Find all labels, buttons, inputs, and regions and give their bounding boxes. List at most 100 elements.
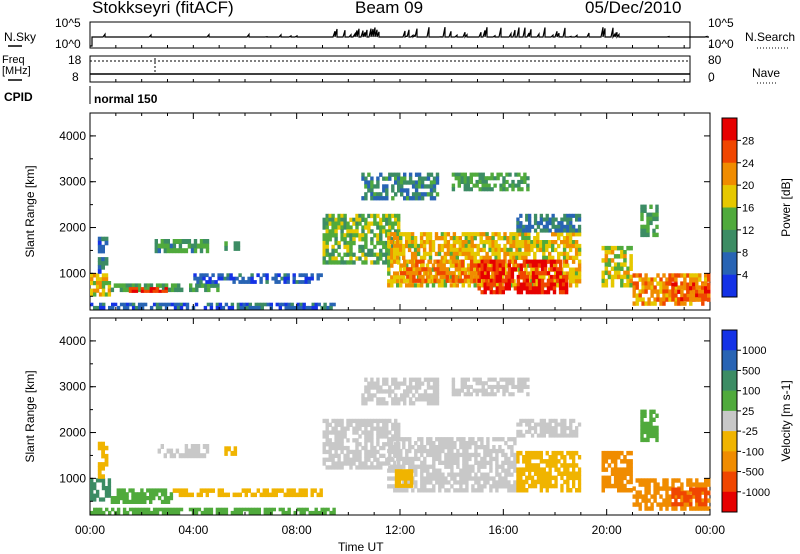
velocity-cell [233, 450, 238, 456]
power-cell [623, 283, 627, 288]
velocity-cell [322, 445, 326, 451]
velocity-cell [429, 437, 433, 442]
power-cell [671, 277, 675, 282]
velocity-cell [432, 448, 436, 454]
velocity-cell [519, 467, 523, 472]
velocity-cell [223, 492, 227, 498]
power-cell [525, 224, 529, 229]
power-cell [540, 267, 545, 272]
power-cell [569, 213, 573, 218]
velocity-cell [429, 397, 434, 402]
velocity-cell [526, 377, 530, 382]
velocity-cell [435, 397, 440, 402]
power-cell [577, 213, 582, 218]
velocity-cell [361, 418, 365, 424]
velocity-cell [320, 507, 324, 512]
power-cell [331, 229, 335, 234]
velocity-cell [256, 488, 260, 493]
power-cell [385, 213, 389, 219]
velocity-cell [453, 452, 457, 458]
velocity-cell [352, 418, 356, 424]
power-cell [566, 217, 570, 222]
velocity-cell [686, 494, 690, 499]
velocity-cell [346, 461, 350, 466]
power-cell [545, 224, 549, 229]
power-cell [352, 237, 356, 242]
velocity-cell [435, 393, 440, 398]
power-cell [343, 244, 347, 250]
velocity-cell [411, 460, 415, 465]
velocity-cell [447, 488, 451, 493]
velocity-cell [420, 460, 424, 465]
velocity-cell [539, 488, 543, 493]
velocity-cell [244, 488, 248, 493]
velocity-cell [355, 426, 359, 431]
velocity-cell [271, 488, 275, 493]
velocity-cell [435, 472, 439, 477]
velocity-cell [295, 492, 299, 498]
power-cell [422, 251, 427, 257]
power-cell [607, 274, 612, 280]
power-cell [388, 225, 392, 230]
power-cell [498, 271, 502, 276]
velocity-cell [677, 491, 681, 496]
power-cell [571, 243, 576, 249]
power-cell [296, 302, 300, 307]
power-cell [571, 240, 576, 245]
velocity-colorbar-swatch [722, 410, 737, 432]
velocity-cell [397, 483, 402, 488]
velocity-cell [343, 461, 347, 466]
velocity-cell [530, 475, 535, 481]
power-cell [388, 248, 392, 253]
velocity-cell [417, 397, 422, 402]
velocity-cell [510, 472, 514, 477]
power-cell [454, 267, 459, 272]
velocity-cell [364, 385, 368, 390]
power-cell [692, 273, 696, 278]
velocity-cell [495, 452, 499, 458]
power-cell [543, 259, 548, 264]
velocity-cell [379, 461, 383, 466]
velocity-cell [695, 478, 699, 483]
power-cell [461, 243, 465, 249]
power-cell [428, 271, 433, 276]
velocity-cell [516, 455, 520, 460]
power-cell [659, 281, 663, 286]
velocity-cell [463, 384, 467, 389]
power-cell [416, 243, 421, 249]
velocity-cell [689, 502, 693, 507]
velocity-cell [508, 377, 512, 382]
velocity-colorbar-tick-label: 100 [742, 386, 760, 398]
power-cell [677, 297, 681, 302]
velocity-cell [438, 468, 442, 473]
power-cell [451, 172, 456, 177]
velocity-cell [119, 496, 123, 501]
velocity-cell [199, 453, 204, 459]
power-cell [390, 275, 394, 280]
velocity-cell [157, 496, 162, 501]
power-cell [137, 287, 142, 293]
power-cell [385, 252, 389, 257]
power-cell [575, 213, 579, 218]
cpid-label: CPID [4, 90, 33, 104]
power-cell [655, 232, 659, 238]
velocity-cell [331, 426, 335, 431]
velocity-cell [406, 476, 411, 481]
power-cell [479, 232, 483, 237]
velocity-cell [504, 441, 508, 446]
power-cell [537, 259, 542, 264]
power-cell [376, 256, 380, 261]
power-cell [534, 267, 539, 272]
power-cell [104, 273, 109, 278]
power-cell [107, 284, 112, 289]
power-cell [626, 266, 630, 271]
velocity-cell [569, 433, 573, 438]
velocity-cell [613, 450, 618, 456]
power-cell [111, 305, 115, 310]
power-cell [530, 243, 534, 249]
power-cell [491, 274, 495, 280]
velocity-cell [423, 393, 428, 398]
power-cell [449, 243, 454, 249]
velocity-cell [707, 498, 711, 503]
velocity-cell [536, 455, 541, 460]
